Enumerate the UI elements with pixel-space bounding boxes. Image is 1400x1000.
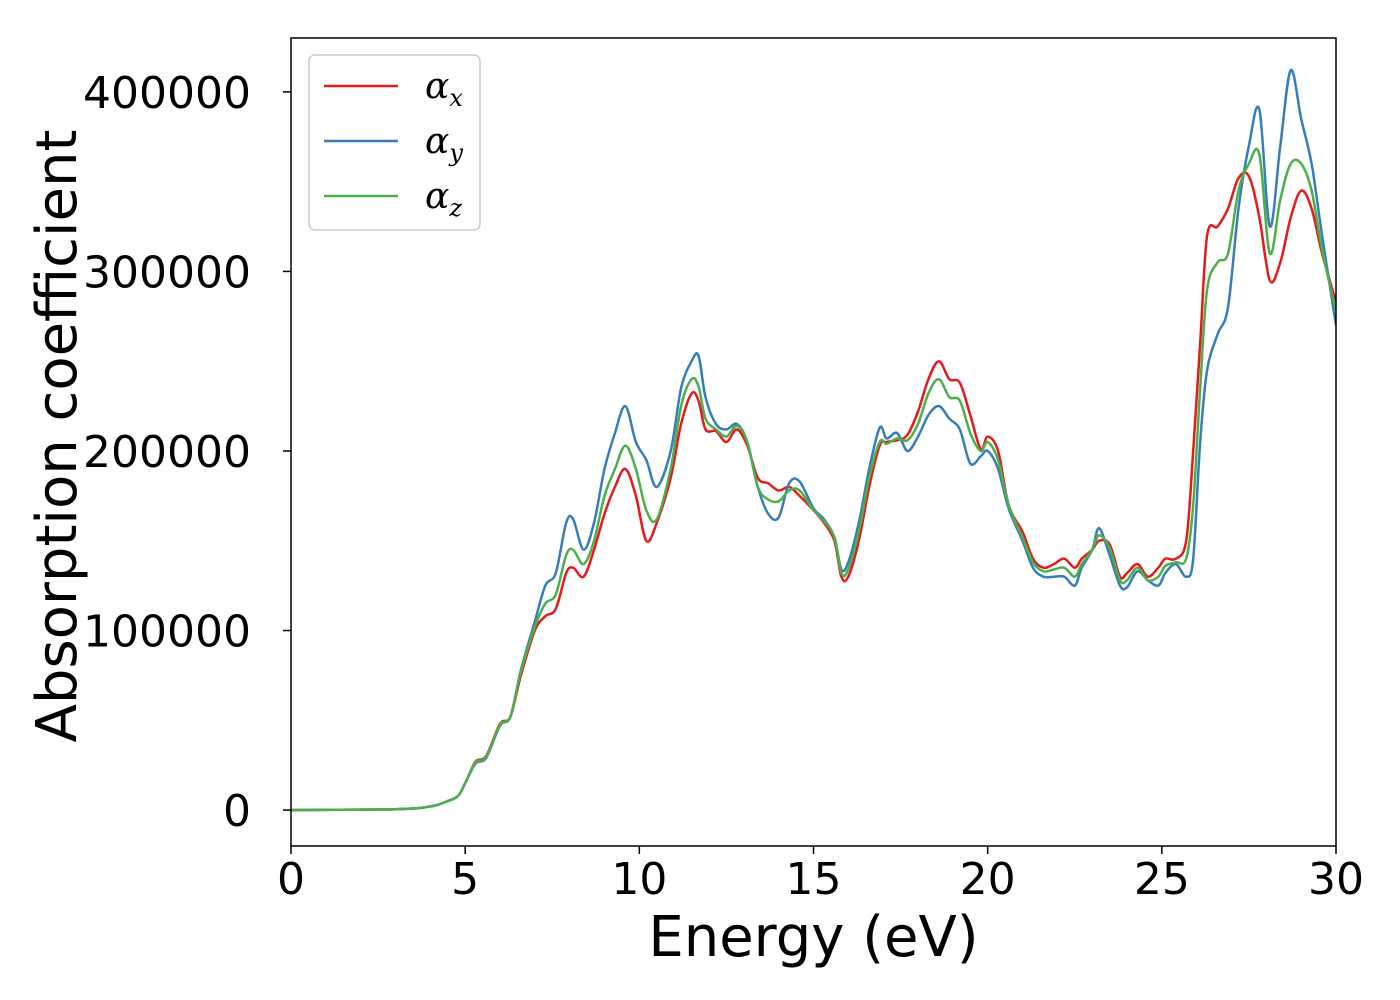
y-axis-title: Absorption coefficient: [25, 130, 90, 743]
legend-label: αy: [425, 121, 463, 167]
legend-label-base: α: [425, 66, 449, 107]
legend-label-subscript: x: [449, 84, 463, 112]
legend-label: αz: [425, 176, 462, 222]
y-tick-label: 0: [223, 786, 251, 837]
y-tick-label: 300000: [83, 247, 251, 298]
legend-label-subscript: z: [448, 194, 462, 222]
legend-label-base: α: [425, 176, 449, 217]
series-line-alpha-y: [291, 69, 1336, 812]
x-tick-label: 30: [1308, 854, 1364, 905]
x-tick-label: 25: [1134, 854, 1190, 905]
x-tick-label: 20: [960, 854, 1016, 905]
ticks-layer: 0 5 10 15 20 25 30 0 100000 200000 300000 400000: [83, 68, 1364, 905]
y-tick-label: 100000: [83, 607, 251, 658]
legend-label: αx: [425, 66, 463, 112]
y-tick-label: 200000: [83, 427, 251, 478]
x-tick-label: 15: [786, 854, 842, 905]
legend-entry-alpha-x: αx: [324, 66, 463, 112]
series-line-alpha-z: [291, 147, 1336, 812]
x-tick-label: 0: [277, 854, 305, 905]
series-layer: [291, 69, 1336, 812]
series-line-alpha-x: [291, 171, 1336, 812]
legend-box: [308, 54, 481, 231]
legend-label-base: α: [425, 121, 449, 162]
legend-label-subscript: y: [448, 139, 463, 167]
legend-entry-alpha-z: αz: [324, 176, 462, 222]
legend-entry-alpha-y: αy: [324, 121, 463, 167]
y-tick-label: 400000: [83, 68, 251, 119]
x-tick-label: 5: [451, 854, 479, 905]
x-axis-title: Energy (eV): [648, 905, 978, 970]
x-tick-label: 10: [611, 854, 667, 905]
